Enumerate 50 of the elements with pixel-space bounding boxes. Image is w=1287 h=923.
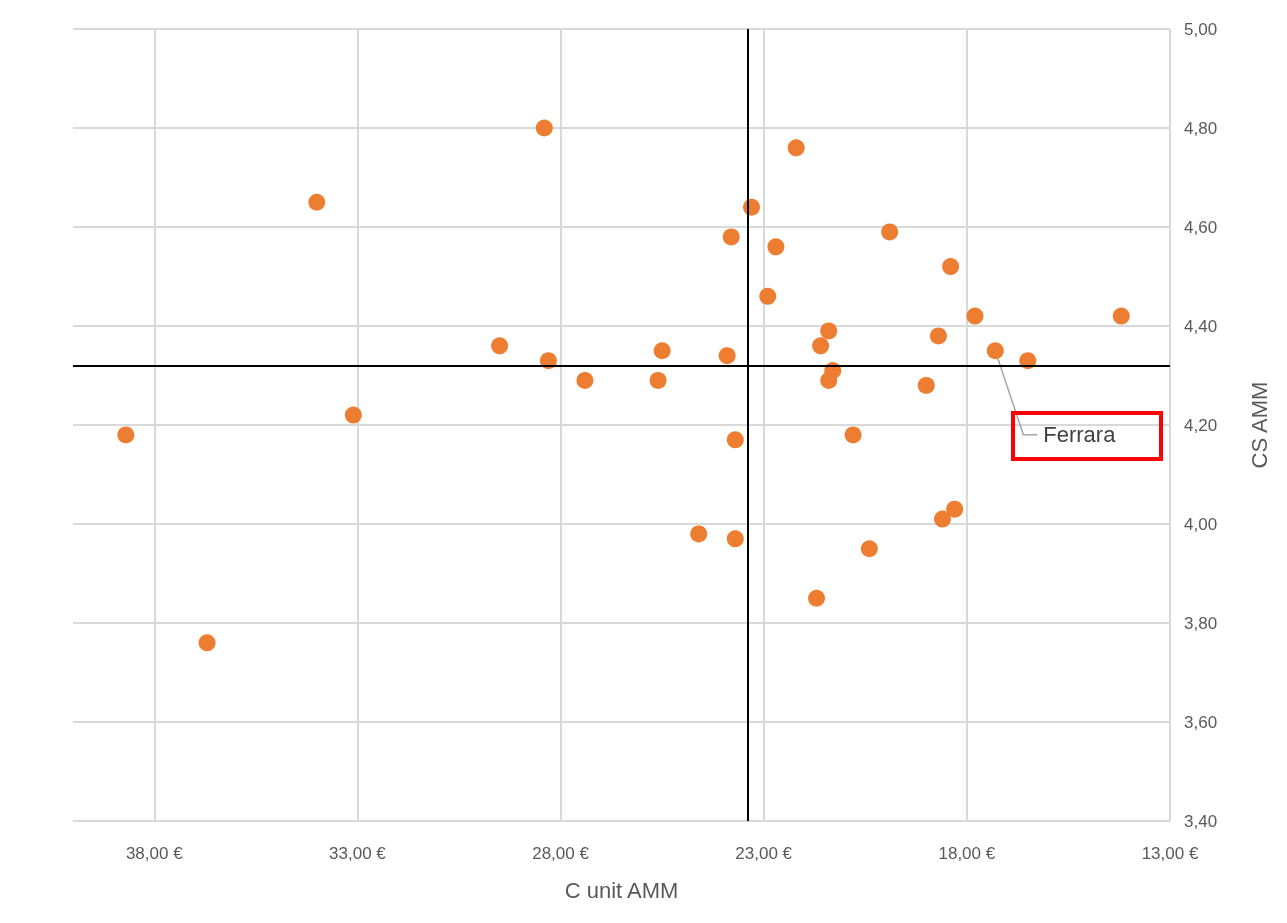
y-tick-label: 4,60 [1184,217,1218,237]
point [198,634,216,652]
point [933,510,951,528]
point [117,426,135,444]
x-tick-label: 13,00 € [1141,844,1199,863]
x-tick-label: 23,00 € [735,844,793,863]
point [812,337,830,355]
point [759,287,777,305]
point [942,258,960,276]
y-axis-title: CS AMM [1246,381,1272,469]
point [718,347,736,365]
point [808,589,826,607]
x-tick-label: 38,00 € [125,844,184,863]
y-tick-label: 4,00 [1184,514,1218,534]
y-tick-label: 3,60 [1184,712,1218,732]
point [767,238,785,256]
point [917,376,935,394]
point [649,371,667,389]
point [726,530,744,548]
y-tick-label: 3,80 [1184,613,1218,633]
point [966,307,984,325]
point [881,223,899,241]
y-tick-label: 3,40 [1184,811,1218,831]
x-axis-title: C unit AMM [564,877,679,903]
point [491,337,509,355]
point [986,342,1004,360]
point [1112,307,1130,325]
point [787,139,805,157]
y-tick-label: 4,20 [1184,415,1218,435]
point [726,431,744,449]
annotation: Ferrara [1043,422,1117,448]
y-tick-label: 4,80 [1184,118,1218,138]
point [929,327,947,345]
x-tick-label: 28,00 € [532,844,590,863]
point [820,322,838,340]
point [860,540,878,558]
y-tick-label: 4,40 [1184,316,1218,336]
point [535,119,553,137]
point [576,371,594,389]
point [653,342,671,360]
y-tick-label: 5,00 [1184,19,1218,39]
point [308,193,326,211]
x-tick-label: 33,00 € [329,844,387,863]
point [722,228,740,246]
point [690,525,708,543]
point [946,500,964,518]
point [344,406,362,424]
x-tick-label: 18,00 € [938,844,996,863]
point [820,371,838,389]
point [844,426,862,444]
